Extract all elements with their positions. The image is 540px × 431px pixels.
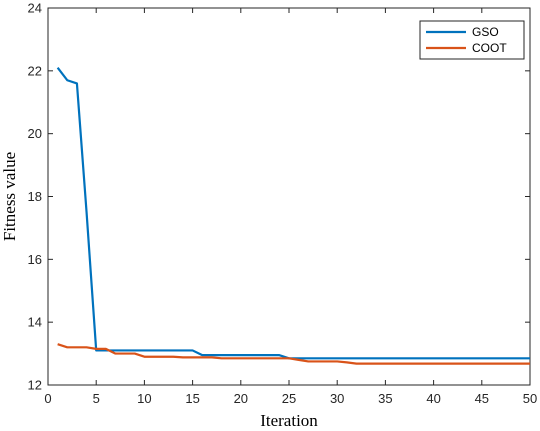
legend-label-coot: COOT <box>472 41 507 55</box>
x-tick-label: 5 <box>93 391 100 406</box>
plot-frame <box>47 7 531 386</box>
y-tick-label: 12 <box>28 378 42 393</box>
y-tick-label: 24 <box>28 1 42 16</box>
x-axis-label: Iteration <box>260 411 318 430</box>
x-tick-label: 30 <box>330 391 344 406</box>
y-tick-label: 16 <box>28 252 42 267</box>
x-tick-label: 15 <box>185 391 199 406</box>
x-tick-label: 40 <box>426 391 440 406</box>
x-tick-label: 45 <box>475 391 489 406</box>
y-axis-label: Fitness value <box>0 152 19 241</box>
y-tick-label: 20 <box>28 126 42 141</box>
x-tick-label: 35 <box>378 391 392 406</box>
legend-box <box>419 20 525 60</box>
x-tick-label: 10 <box>137 391 151 406</box>
y-tick-label: 18 <box>28 189 42 204</box>
x-tick-label: 20 <box>234 391 248 406</box>
x-tick-label: 25 <box>282 391 296 406</box>
x-tick-label: 0 <box>44 391 51 406</box>
y-tick-label: 22 <box>28 63 42 78</box>
series-line-coot <box>57 343 530 365</box>
legend-label-gso: GSO <box>472 25 499 39</box>
series-group <box>56 67 530 365</box>
x-tick-label: 50 <box>523 391 537 406</box>
legend: GSO COOT <box>419 20 525 60</box>
y-tick-label: 14 <box>28 315 42 330</box>
axes-group: 0 5 10 15 20 25 30 35 40 45 50 12 14 16 18 20 22 24 <box>28 1 538 407</box>
